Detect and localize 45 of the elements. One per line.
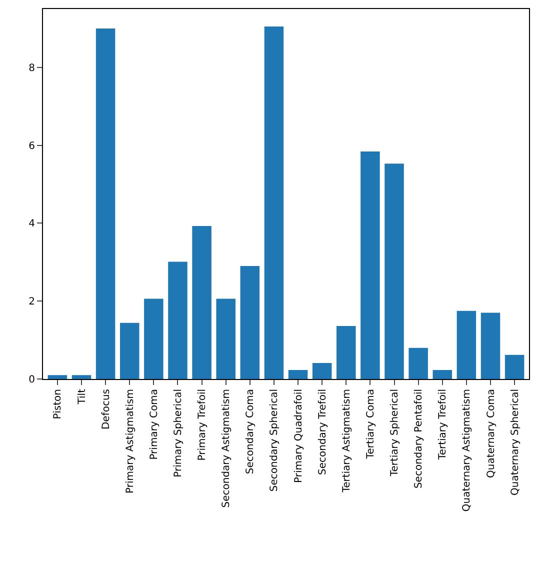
x-tick-label: Quaternary Spherical — [510, 389, 521, 496]
bar — [264, 26, 284, 379]
x-tick-label: Secondary Coma — [245, 389, 256, 474]
bar — [168, 262, 188, 379]
bar — [48, 375, 68, 379]
x-tick-label: Tilt — [76, 388, 88, 406]
bar — [504, 354, 524, 379]
x-tick-label: Piston — [52, 389, 64, 420]
bar — [288, 370, 308, 379]
x-tick-label: Primary Quadrafoil — [293, 389, 304, 483]
bar — [480, 312, 500, 379]
x-tick-label: Primary Trefoil — [197, 389, 208, 461]
x-tick-label: Secondary Pentafoil — [414, 389, 425, 489]
x-tick-label: Primary Coma — [148, 389, 160, 460]
y-tick-label: 4 — [28, 218, 35, 230]
y-tick-label: 2 — [28, 296, 35, 308]
x-tick-label: Tertiary Spherical — [390, 389, 401, 478]
x-tick-label: Secondary Spherical — [269, 389, 280, 492]
y-tick-label: 0 — [28, 374, 35, 386]
x-tick-label: Defocus — [100, 389, 112, 430]
x-tick-label: Quaternary Coma — [486, 389, 497, 478]
x-tick-label: Secondary Astigmatism — [221, 389, 232, 508]
bar — [216, 298, 236, 379]
bar — [120, 322, 140, 379]
x-tick-label: Tertiary Trefoil — [438, 389, 449, 461]
bar — [240, 266, 260, 379]
bar — [72, 375, 92, 379]
bar — [192, 226, 212, 379]
y-tick-label: 8 — [28, 62, 35, 74]
x-tick-label: Quaternary Astigmatism — [462, 389, 473, 512]
bar — [384, 164, 404, 379]
x-tick-label: Tertiary Astigmatism — [341, 389, 352, 494]
bar — [360, 152, 380, 379]
bar — [456, 310, 476, 379]
bar — [312, 363, 332, 379]
y-tick-label: 6 — [28, 140, 35, 152]
x-tick-label: Secondary Trefoil — [317, 389, 328, 476]
bar — [96, 28, 116, 379]
x-tick-label: Tertiary Coma — [365, 389, 376, 460]
x-tick-label: Primary Spherical — [172, 389, 184, 478]
x-tick-label: Primary Astigmatism — [124, 389, 136, 494]
bar — [144, 298, 164, 379]
bar — [432, 370, 452, 379]
bar — [408, 348, 428, 379]
bar — [336, 326, 356, 379]
